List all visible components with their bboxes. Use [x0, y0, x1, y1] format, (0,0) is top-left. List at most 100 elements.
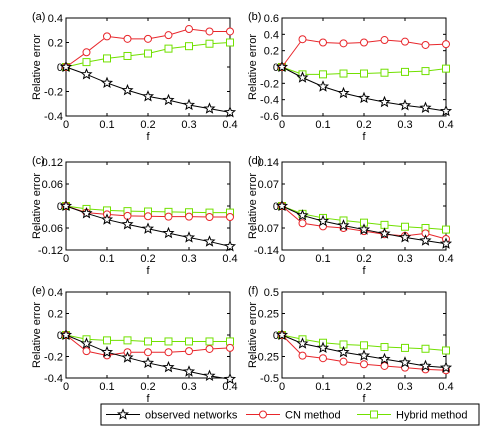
data-point-hybrid — [442, 346, 450, 355]
y-tick-label: -0.2 — [44, 87, 63, 99]
data-point-observed — [378, 227, 391, 239]
data-point-hybrid — [82, 58, 91, 67]
y-tick-label: -0.12 — [38, 245, 63, 257]
y-tick-label: 0.07 — [258, 179, 279, 191]
x-tick-label: 0.1 — [315, 381, 330, 393]
y-tick-label: -0.14 — [254, 245, 279, 257]
panel-label: (b) — [248, 11, 261, 23]
y-tick-label: -0.4 — [260, 95, 279, 107]
data-point-cn — [298, 35, 307, 44]
data-point-cn — [185, 347, 193, 356]
y-tick-label: -0.4 — [44, 373, 63, 385]
data-point-observed — [223, 372, 237, 385]
y-axis-label: Relative error — [31, 302, 43, 368]
y-tick-label: 0 — [57, 62, 63, 74]
x-tick-label: 0.3 — [397, 381, 412, 393]
data-point-hybrid — [421, 344, 430, 353]
data-point-cn — [360, 38, 368, 47]
data-point-observed — [203, 369, 216, 381]
y-tick-label: 0.4 — [48, 287, 63, 299]
data-point-observed — [162, 226, 175, 239]
y-tick-label: 0 — [273, 330, 279, 342]
data-point-cn — [319, 354, 327, 363]
y-tick-label: -0.6 — [260, 111, 279, 123]
data-point-cn — [442, 40, 450, 49]
data-point-observed — [275, 60, 289, 73]
series-observed — [59, 199, 237, 252]
data-point-cn — [401, 37, 409, 46]
data-point-cn — [82, 347, 91, 356]
panel-label: (e) — [32, 285, 45, 297]
series-observed — [275, 60, 453, 117]
y-tick-label: 0 — [273, 201, 279, 213]
legend: observed networks CN method Hybrid metho… — [100, 403, 480, 426]
y-tick-label: 0.2 — [48, 309, 63, 321]
x-tick-label: 0.1 — [99, 381, 114, 393]
data-point-hybrid — [164, 337, 173, 346]
data-point-observed — [59, 199, 73, 212]
data-point-observed — [223, 239, 237, 252]
x-tick-label: 0.3 — [181, 253, 196, 265]
x-tick-label: 0.2 — [140, 253, 155, 265]
data-point-observed — [80, 337, 93, 349]
data-point-hybrid — [144, 337, 152, 346]
data-point-observed — [398, 231, 412, 243]
data-point-observed — [357, 349, 371, 361]
data-point-hybrid — [442, 64, 450, 73]
legend-item-observed: observed networks — [106, 408, 238, 422]
series-observed — [59, 60, 237, 118]
y-tick-label: 0 — [273, 62, 279, 74]
data-point-cn — [319, 38, 327, 47]
legend-item-hybrid: Hybrid method — [357, 410, 468, 422]
x-tick-label: 0.2 — [356, 119, 371, 131]
x-tick-label: 0.2 — [140, 119, 155, 131]
data-point-cn — [298, 219, 307, 228]
data-point-cn — [164, 348, 173, 357]
data-point-observed — [296, 71, 309, 83]
panel-f: 0 0.1 0.2 0.3 0.4 -0.5 -0.25 0 0.25 0.5 f Relative … — [247, 285, 454, 405]
data-point-observed — [337, 86, 350, 99]
data-point-observed — [275, 328, 289, 341]
data-point-observed — [316, 214, 330, 227]
y-tick-label: 0.12 — [42, 157, 63, 169]
data-point-observed — [357, 91, 371, 104]
data-point-observed — [141, 90, 155, 102]
data-point-hybrid — [401, 343, 409, 352]
data-point-observed — [316, 341, 330, 354]
data-point-hybrid — [144, 49, 152, 58]
data-point-cn — [123, 34, 132, 43]
data-point-observed — [162, 93, 175, 106]
data-point-observed — [398, 356, 412, 368]
x-tick-label: 0.4 — [222, 381, 237, 393]
data-point-cn — [144, 348, 152, 357]
x-tick-label: 0 — [63, 119, 69, 131]
x-tick-label: 0.4 — [438, 119, 453, 131]
panel-d: 0 0.1 0.2 0.3 0.4 -0.14 -0.07 0 0.07 0.14 f Relativ… — [247, 155, 454, 277]
x-tick-label: 0.4 — [222, 119, 237, 131]
x-tick-label: 0.2 — [356, 381, 371, 393]
x-tick-label: 0.1 — [315, 119, 330, 131]
data-point-cn — [185, 212, 193, 221]
data-point-cn — [380, 361, 389, 370]
y-axis-label: Relative error — [31, 173, 43, 239]
y-tick-label: 0.2 — [48, 38, 63, 50]
y-tick-label: -0.25 — [254, 352, 279, 364]
x-tick-label: 0.1 — [315, 253, 330, 265]
data-point-cn — [339, 39, 348, 48]
axes-frame — [65, 161, 231, 251]
x-axis-label: f — [146, 393, 150, 405]
data-point-hybrid — [123, 336, 132, 345]
series-cn — [62, 331, 234, 360]
data-point-observed — [378, 95, 391, 108]
data-point-cn — [103, 32, 111, 41]
data-point-hybrid — [123, 51, 132, 60]
axes-frame — [281, 161, 447, 251]
x-tick-label: 0 — [279, 253, 285, 265]
data-point-observed — [121, 351, 134, 363]
x-tick-label: 0.3 — [181, 119, 196, 131]
data-point-hybrid — [103, 336, 111, 345]
data-point-cn — [205, 344, 214, 353]
panel-label: (f) — [248, 285, 258, 297]
data-point-observed — [121, 217, 134, 230]
